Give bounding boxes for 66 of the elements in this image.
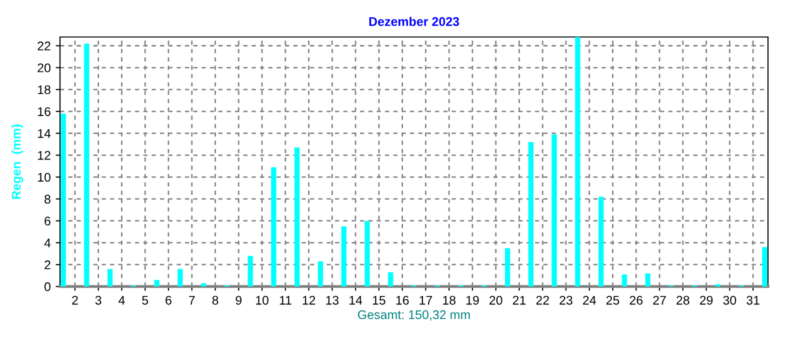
y-tick-label: 0 — [44, 282, 50, 292]
bar — [598, 196, 604, 286]
y-tick-label: 20 — [38, 63, 50, 72]
x-tick-label: 6 — [166, 296, 172, 305]
y-axis-title: Regen (mm) — [11, 124, 24, 199]
x-tick-label: 14 — [350, 296, 362, 305]
bar — [178, 268, 183, 286]
bar — [552, 134, 557, 286]
x-tick-label: 29 — [700, 296, 713, 305]
x-tick-label: 23 — [560, 296, 572, 305]
y-tick-label: 6 — [44, 216, 50, 226]
y-tick-label: 10 — [38, 172, 50, 182]
x-tick-label: 17 — [420, 296, 432, 305]
y-tick-label: 14 — [38, 129, 51, 138]
x-tick-label: 19 — [466, 296, 479, 305]
x-tick-label: 31 — [746, 296, 760, 305]
x-tick-label: 26 — [630, 296, 643, 305]
x-tick-label: 13 — [326, 296, 339, 305]
x-tick-label: 4 — [118, 296, 125, 305]
bar — [154, 280, 160, 286]
x-tick-label: 28 — [676, 296, 690, 305]
y-tick-label: 4 — [44, 238, 51, 248]
bar — [248, 256, 253, 286]
x-tick-label: 30 — [723, 296, 736, 305]
x-tick-label: 3 — [95, 296, 102, 305]
bar — [60, 114, 66, 286]
x-tick-label: 18 — [443, 296, 456, 305]
x-tick-label: 5 — [142, 296, 148, 305]
bar — [364, 220, 370, 286]
bar — [341, 226, 346, 286]
bar — [762, 247, 768, 286]
x-tick-label: 12 — [302, 296, 316, 305]
bar — [294, 148, 300, 286]
x-tick-label: 9 — [236, 296, 242, 305]
x-tick-label: 2 — [72, 296, 78, 305]
y-tick-label: 12 — [38, 150, 50, 160]
x-tick-label: 27 — [653, 296, 666, 305]
bar — [622, 274, 628, 286]
x-tick-label: 22 — [536, 296, 549, 305]
bar — [528, 142, 534, 286]
x-tick-label: 24 — [583, 296, 596, 305]
x-tick-label: 15 — [372, 296, 386, 305]
bar — [504, 248, 510, 286]
y-tick-label: 8 — [44, 194, 50, 204]
x-tick-label: 7 — [189, 296, 195, 305]
bar — [200, 283, 206, 286]
y-tick-label: 22 — [38, 42, 50, 50]
chart-title: Dezember 2023 — [369, 16, 460, 26]
bar — [271, 167, 276, 286]
x-tick-label: 10 — [256, 296, 268, 305]
bar — [107, 268, 113, 286]
x-tick-label: 16 — [396, 296, 409, 305]
bar — [318, 261, 324, 286]
x-tick-label: 25 — [606, 296, 620, 305]
x-tick-label: 8 — [212, 296, 218, 305]
x-tick-label: 20 — [490, 296, 502, 305]
y-tick-label: 16 — [38, 107, 50, 116]
bar — [575, 37, 580, 286]
x-tick-label: 21 — [512, 296, 526, 305]
x-axis-title: Gesamt: 150,32 mm — [358, 310, 470, 321]
y-tick-label: 2 — [44, 260, 50, 270]
bar — [84, 44, 90, 286]
bar — [388, 272, 394, 286]
x-tick-label: 11 — [280, 296, 292, 305]
bar — [645, 273, 650, 286]
y-tick-label: 18 — [38, 85, 50, 94]
